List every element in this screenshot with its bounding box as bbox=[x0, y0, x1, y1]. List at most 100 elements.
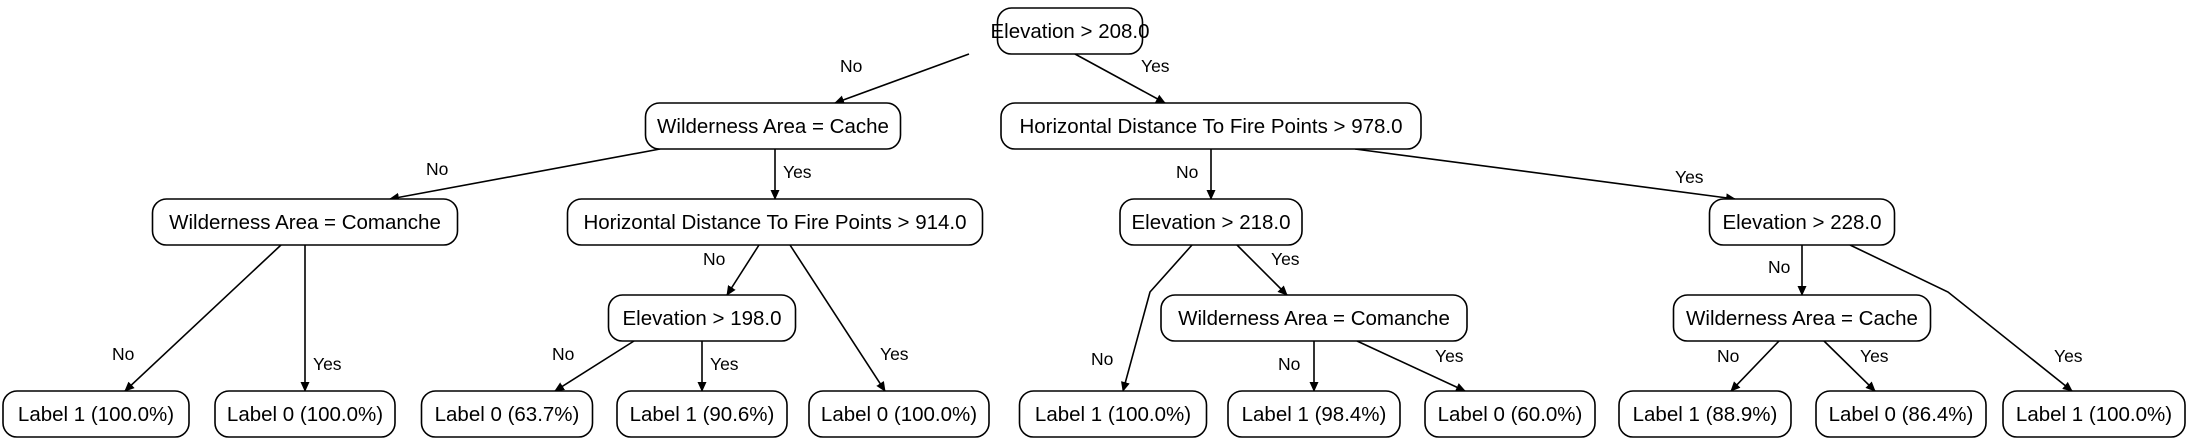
edge-label-yes: Yes bbox=[710, 354, 739, 374]
edge-label-yes: Yes bbox=[1675, 167, 1704, 187]
leaf-node-label-1-100-0: Label 1 (100.0%) bbox=[2, 390, 190, 438]
edge-label-no: No bbox=[840, 56, 862, 76]
node-label: Wilderness Area = Comanche bbox=[169, 211, 441, 234]
edge-label-yes: Yes bbox=[1271, 249, 1300, 269]
node-box bbox=[1672, 294, 1932, 342]
node-label: Elevation > 198.0 bbox=[623, 307, 782, 330]
node-box bbox=[2002, 390, 2186, 438]
edge-label-no: No bbox=[1768, 257, 1790, 277]
node-box bbox=[644, 102, 902, 150]
decision-node-horizontal-distance-to-fire-points-914-0: Horizontal Distance To Fire Points > 914… bbox=[566, 198, 984, 246]
node-box bbox=[2, 390, 190, 438]
edge-label-no: No bbox=[1278, 354, 1300, 374]
edge-label-yes: Yes bbox=[1860, 346, 1889, 366]
edge-label-yes: Yes bbox=[880, 344, 909, 364]
leaf-node-label-1-100-0: Label 1 (100.0%) bbox=[1018, 390, 1208, 438]
node-label: Elevation > 228.0 bbox=[1723, 211, 1882, 234]
decision-node-wilderness-area-comanche: Wilderness Area = Comanche bbox=[1160, 294, 1468, 342]
node-label: Label 0 (86.4%) bbox=[1829, 403, 1974, 426]
edge-arrow-n_root-to-n_wild_cache_l bbox=[834, 53, 970, 105]
leaf-node-label-0-60-0: Label 0 (60.0%) bbox=[1424, 390, 1596, 438]
node-box bbox=[607, 294, 797, 342]
node-box bbox=[1618, 390, 1792, 438]
leaf-node-label-1-90-6: Label 1 (90.6%) bbox=[616, 390, 788, 438]
node-label: Label 1 (100.0%) bbox=[18, 403, 174, 426]
edge-label-yes: Yes bbox=[313, 354, 342, 374]
node-box bbox=[808, 390, 990, 438]
leaf-node-label-1-88-9: Label 1 (88.9%) bbox=[1618, 390, 1792, 438]
node-label: Wilderness Area = Comanche bbox=[1178, 307, 1450, 330]
decision-node-wilderness-area-cache: Wilderness Area = Cache bbox=[1672, 294, 1932, 342]
node-label: Label 1 (100.0%) bbox=[1035, 403, 1191, 426]
node-label: Horizontal Distance To Fire Points > 914… bbox=[583, 211, 966, 234]
edge-label-no: No bbox=[1717, 346, 1739, 366]
node-label: Horizontal Distance To Fire Points > 978… bbox=[1019, 115, 1402, 138]
node-label: Label 0 (63.7%) bbox=[435, 403, 580, 426]
edge-arrow-n_wild_cache_r-to-leaf_9 bbox=[1730, 340, 1780, 392]
edge-arrow-n_elev_228-to-leaf_11 bbox=[1849, 244, 2073, 392]
edge-label-yes: Yes bbox=[1435, 346, 1464, 366]
decision-node-elevation-218-0: Elevation > 218.0 bbox=[1119, 198, 1303, 246]
node-box bbox=[1000, 102, 1422, 150]
node-box bbox=[566, 198, 984, 246]
edge-arrow-n_hdfp_914-to-leaf_5 bbox=[789, 244, 886, 392]
node-box bbox=[1160, 294, 1468, 342]
edge-label-no: No bbox=[703, 249, 725, 269]
node-label: Label 0 (100.0%) bbox=[821, 403, 977, 426]
edge-label-yes: Yes bbox=[1141, 56, 1170, 76]
node-label: Label 1 (90.6%) bbox=[630, 403, 775, 426]
node-label: Wilderness Area = Cache bbox=[657, 115, 889, 138]
node-label: Elevation > 208.0 bbox=[991, 20, 1150, 43]
decision-node-elevation-208-0: Elevation > 208.0 bbox=[991, 7, 1150, 55]
node-label: Wilderness Area = Cache bbox=[1686, 307, 1918, 330]
leaf-node-label-0-100-0: Label 0 (100.0%) bbox=[808, 390, 990, 438]
node-box bbox=[151, 198, 459, 246]
decision-node-wilderness-area-cache: Wilderness Area = Cache bbox=[644, 102, 902, 150]
leaf-node-label-0-63-7: Label 0 (63.7%) bbox=[420, 390, 594, 438]
leaf-node-label-0-100-0: Label 0 (100.0%) bbox=[214, 390, 396, 438]
node-box bbox=[996, 7, 1144, 55]
node-box bbox=[1708, 198, 1896, 246]
leaf-node-label-1-98-4: Label 1 (98.4%) bbox=[1227, 390, 1401, 438]
node-box bbox=[616, 390, 788, 438]
edge-label-no: No bbox=[552, 344, 574, 364]
leaf-node-label-1-100-0: Label 1 (100.0%) bbox=[2002, 390, 2186, 438]
node-label: Label 0 (100.0%) bbox=[227, 403, 383, 426]
node-label: Label 1 (88.9%) bbox=[1633, 403, 1778, 426]
edges-layer: No Yes No Yes No Yes No Yes No Yes No Yes No Yes No Yes… bbox=[112, 53, 2083, 392]
decision-node-wilderness-area-comanche: Wilderness Area = Comanche bbox=[151, 198, 459, 246]
edge-label-no: No bbox=[1176, 162, 1198, 182]
edge-arrow-n_elev_218-to-n_wild_comanche_r bbox=[1236, 244, 1288, 296]
edge-arrow-n_wild_comanche_r-to-leaf_8 bbox=[1356, 340, 1466, 392]
node-label: Elevation > 218.0 bbox=[1132, 211, 1291, 234]
node-box bbox=[1227, 390, 1401, 438]
decision-node-horizontal-distance-to-fire-points-978-0: Horizontal Distance To Fire Points > 978… bbox=[1000, 102, 1422, 150]
node-label: Label 0 (60.0%) bbox=[1438, 403, 1583, 426]
edge-arrow-n_wild_comanche_l-to-leaf_1 bbox=[124, 244, 282, 392]
node-box bbox=[1018, 390, 1208, 438]
edge-arrow-n_wild_cache_r-to-leaf_10 bbox=[1823, 340, 1876, 392]
decision-node-elevation-228-0: Elevation > 228.0 bbox=[1708, 198, 1896, 246]
edge-arrow-n_hdfp_914-to-n_elev_198 bbox=[726, 244, 760, 296]
edge-label-yes: Yes bbox=[2054, 346, 2083, 366]
edge-label-no: No bbox=[426, 159, 448, 179]
nodes-layer: Elevation > 208.0 Wilderness Area = Cache… bbox=[2, 7, 2186, 438]
decision-node-elevation-198-0: Elevation > 198.0 bbox=[607, 294, 797, 342]
edge-arrow-n_root-to-n_hdfp_978 bbox=[1074, 53, 1166, 104]
node-label: Label 1 (98.4%) bbox=[1242, 403, 1387, 426]
leaf-node-label-0-86-4: Label 0 (86.4%) bbox=[1815, 390, 1987, 438]
node-box bbox=[1424, 390, 1596, 438]
node-label: Label 1 (100.0%) bbox=[2016, 403, 2172, 426]
edge-label-yes: Yes bbox=[783, 162, 812, 182]
edge-arrow-n_elev_198-to-leaf_3 bbox=[554, 340, 635, 392]
edge-label-no: No bbox=[112, 344, 134, 364]
node-box bbox=[420, 390, 594, 438]
edge-arrow-n_elev_218-to-leaf_6 bbox=[1121, 244, 1193, 392]
node-box bbox=[214, 390, 396, 438]
edge-label-no: No bbox=[1091, 349, 1113, 369]
edge-arrow-n_wild_cache_l-to-n_wild_comanche_l bbox=[389, 148, 661, 202]
node-box bbox=[1815, 390, 1987, 438]
edge-arrow-n_hdfp_978-to-n_elev_228 bbox=[1354, 148, 1736, 203]
node-box bbox=[1119, 198, 1303, 246]
